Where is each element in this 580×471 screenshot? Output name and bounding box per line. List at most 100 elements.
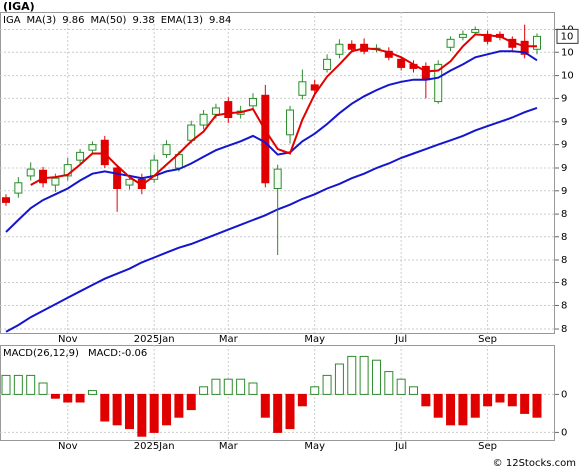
candle-body: [162, 144, 171, 156]
bar: [322, 374, 332, 395]
candle-body: [187, 124, 196, 141]
candle-body: [397, 58, 406, 68]
bar: [470, 393, 480, 418]
bar: [371, 359, 381, 395]
chart-title: (IGA): [3, 0, 35, 13]
bar: [124, 393, 134, 430]
y-tick-label: 0: [561, 389, 567, 400]
bar: [211, 378, 221, 395]
x-tick-label: May: [304, 441, 325, 452]
candle-body: [199, 113, 208, 126]
candle-body: [26, 168, 35, 177]
bar: [186, 393, 196, 411]
candle-body: [2, 197, 10, 203]
line: [30, 33, 537, 187]
x-tick-label: 2025Jan: [134, 441, 175, 452]
y-tick-label: 9: [561, 163, 567, 174]
bar: [100, 393, 110, 422]
legend-label: MACD(26,12,9): [3, 348, 79, 359]
legend-value: MACD:-0.06: [88, 348, 147, 359]
x-tick-label: Mar: [219, 441, 239, 452]
bar: [38, 382, 48, 395]
bar: [50, 393, 60, 399]
legend-label: IGA: [3, 15, 21, 26]
bar: [236, 378, 246, 395]
candle-body: [347, 43, 356, 50]
bar: [137, 393, 147, 437]
y-tick-label: 8: [561, 209, 567, 220]
y-tick-label: 9: [561, 93, 567, 104]
footer: © 12Stocks.com: [493, 458, 576, 469]
legend-value: 9.38: [132, 15, 154, 26]
bar: [446, 393, 456, 426]
bar: [347, 355, 357, 395]
legend-value: 9.84: [209, 15, 231, 26]
candle-body: [39, 169, 48, 184]
bar: [174, 393, 184, 418]
candle-body: [63, 164, 72, 177]
candle-body: [76, 151, 85, 161]
y-tick-label: 9: [561, 140, 567, 151]
candle-body: [421, 65, 430, 81]
bar: [483, 393, 493, 407]
candle-body: [533, 35, 541, 50]
x-tick-label: Mar: [219, 334, 239, 345]
candle-body: [113, 167, 122, 189]
x-tick-label: May: [304, 334, 325, 345]
candle-body: [261, 94, 270, 184]
candle-body: [446, 38, 455, 48]
x-tick-label: 2025Jan: [134, 334, 175, 345]
bar: [359, 355, 369, 395]
bar: [310, 386, 320, 395]
bar: [458, 393, 468, 426]
bar: [199, 386, 209, 395]
legend-label: EMA(13): [161, 15, 203, 26]
candle-body: [224, 101, 233, 119]
candle-body: [125, 178, 134, 186]
plot-frame: [0, 345, 555, 441]
candle-body: [520, 40, 529, 55]
x-tick-label: Jul: [394, 441, 407, 452]
bar: [297, 393, 307, 407]
candle-body: [323, 58, 332, 70]
legend-value: 9.86: [62, 15, 84, 26]
candle-body: [248, 97, 257, 107]
bar: [285, 393, 295, 430]
y-tick-label: 9: [561, 186, 567, 197]
bar: [26, 374, 36, 395]
candle-body: [88, 144, 97, 151]
bar: [75, 393, 85, 403]
bar: [1, 374, 11, 395]
candle-body: [298, 81, 307, 96]
x-tick-label: Sep: [478, 441, 497, 452]
x-tick-label: Sep: [478, 334, 497, 345]
bar: [87, 390, 97, 395]
y-tick-label: 8: [561, 255, 567, 266]
candle-body: [483, 33, 492, 42]
bar: [162, 393, 172, 426]
bar: [223, 378, 233, 395]
bar: [495, 393, 505, 403]
candle-body: [51, 177, 60, 186]
candle-body: [14, 182, 23, 194]
candle-body: [471, 28, 480, 33]
plot-frame: [0, 12, 555, 334]
bar: [13, 374, 23, 395]
candle-body: [150, 159, 159, 180]
candle-body: [434, 63, 443, 103]
y-tick-label: 8: [561, 300, 567, 311]
bar: [273, 393, 283, 433]
y-tick-label: 8: [561, 324, 567, 335]
y-tick-label: 10: [561, 71, 574, 82]
bar: [260, 393, 270, 418]
candle-body: [458, 33, 467, 38]
bar: [149, 393, 159, 433]
y-tick-label: 8: [561, 277, 567, 288]
y-tick-label: 10: [561, 47, 574, 58]
candle-body: [211, 107, 220, 115]
bar: [520, 393, 530, 414]
candle-body: [273, 168, 282, 189]
bar: [248, 382, 258, 395]
